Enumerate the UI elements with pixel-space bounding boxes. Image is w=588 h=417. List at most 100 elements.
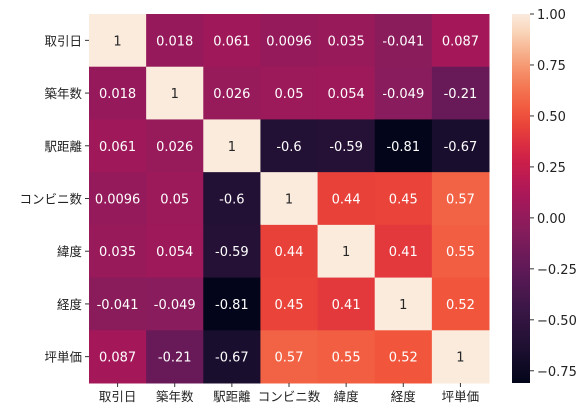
cell-value-label: 0.44	[275, 245, 304, 260]
cell-value-label: -0.59	[215, 245, 249, 260]
heatmap-cell	[260, 119, 319, 173]
heatmap-cell	[260, 224, 319, 279]
heatmap-cell	[203, 330, 261, 384]
heatmap-cell	[89, 66, 147, 120]
heatmap-cell	[146, 224, 204, 279]
colorbar-tick-label: −0.25	[537, 263, 577, 278]
cell-value-label: 1	[228, 140, 236, 155]
cell-value-label: 0.57	[275, 351, 304, 366]
heatmap-cell	[89, 277, 147, 331]
cell-value-label: -0.67	[215, 351, 249, 366]
cell-value-label: 0.45	[389, 193, 418, 208]
cell-value-label: 0.054	[328, 87, 365, 102]
heatmap-cell	[317, 66, 376, 120]
cell-value-label: 0.035	[328, 34, 365, 49]
heatmap-cell	[431, 277, 490, 331]
cell-value-label: 0.0096	[266, 34, 312, 49]
cell-value-label: 0.52	[446, 298, 475, 313]
cell-value-label: 1	[113, 34, 121, 49]
cell-value-label: 0.55	[332, 351, 361, 366]
cell-value-label: 1	[285, 193, 293, 208]
cell-value-label: -0.81	[215, 298, 249, 313]
cell-value-label: -0.59	[329, 140, 363, 155]
cell-value-label: 1	[342, 245, 350, 260]
cell-value-label: 0.061	[99, 140, 136, 155]
heatmap-cell	[317, 330, 376, 384]
colorbar-gradient	[512, 14, 530, 383]
heatmap-cell	[203, 172, 261, 226]
heatmap-cell	[317, 172, 376, 226]
heatmap-cell	[374, 277, 433, 331]
cell-value-label: 0.41	[389, 245, 418, 260]
y-tick-label: 経度	[57, 297, 83, 312]
heatmap-cell	[260, 172, 319, 226]
cell-value-label: 1	[456, 351, 464, 366]
cell-value-label: 0.087	[99, 351, 136, 366]
y-tick-label: コンビニ数	[19, 192, 82, 207]
x-axis-tick-labels: 取引日 築年数 駅距離 コンビニ数 緯度 経度 坪単価	[99, 383, 479, 404]
heatmap-cell	[89, 14, 147, 68]
heatmap-cell	[146, 66, 204, 120]
heatmap-cell	[374, 66, 433, 120]
heatmap-grid: 1 0.018 0.061 0.0096 0.035 -0.041 0.087 0.018 1 0…	[89, 14, 490, 384]
cell-value-label: -0.6	[276, 140, 301, 155]
cell-value-label: 0.026	[213, 87, 250, 102]
colorbar-tick-label: −0.75	[537, 365, 577, 380]
heatmap-cell	[146, 277, 204, 331]
cell-value-label: 0.05	[160, 193, 189, 208]
y-tick-label: 築年数	[44, 86, 82, 101]
heatmap-cell	[374, 172, 433, 226]
heatmap-cell	[146, 119, 204, 173]
heatmap-cell	[317, 119, 376, 173]
heatmap-cell	[260, 330, 319, 384]
heatmap-cell	[374, 119, 433, 173]
colorbar-tick-label: 0.00	[537, 212, 566, 227]
cell-value-label: 0.026	[156, 140, 193, 155]
heatmap-cell	[431, 14, 490, 68]
heatmap-cell	[89, 119, 147, 173]
heatmap-cell	[431, 66, 490, 120]
x-tick-label: コンビニ数	[258, 389, 321, 404]
cell-value-label: 0.52	[389, 351, 418, 366]
cell-value-label: 0.035	[99, 245, 136, 260]
heatmap-cell	[431, 224, 490, 279]
heatmap-cell	[317, 277, 376, 331]
cell-value-label: -0.049	[154, 298, 196, 313]
cell-value-label: 0.087	[442, 34, 479, 49]
heatmap-cell	[203, 119, 261, 173]
colorbar-tick-label: 0.75	[537, 59, 566, 74]
cell-value-label: -0.67	[444, 140, 478, 155]
heatmap-cell	[431, 119, 490, 173]
heatmap-cell	[374, 330, 433, 384]
colorbar: −0.75 −0.50 −0.25 0.00 0.25 0.50 0.75 1.00	[512, 8, 577, 383]
heatmap-cell	[374, 14, 433, 68]
x-tick-label: 坪単価	[442, 389, 480, 404]
cell-value-label: 0.018	[99, 87, 136, 102]
heatmap-cell	[146, 330, 204, 384]
x-tick-label: 取引日	[99, 389, 137, 404]
heatmap-cell	[203, 14, 261, 68]
heatmap-cell	[317, 224, 376, 279]
cell-value-label: -0.049	[382, 87, 424, 102]
heatmap-cell	[317, 14, 376, 68]
cell-value-label: -0.21	[444, 87, 478, 102]
heatmap-cell	[260, 14, 319, 68]
heatmap-cell	[431, 172, 490, 226]
cell-value-label: -0.21	[158, 351, 192, 366]
heatmap-cell	[89, 172, 147, 226]
cell-value-label: 1	[399, 298, 407, 313]
y-tick-label: 取引日	[44, 33, 82, 48]
cell-value-label: 0.018	[156, 34, 193, 49]
cell-value-label: 0.061	[213, 34, 250, 49]
heatmap-cell	[203, 224, 261, 279]
x-tick-label: 経度	[391, 389, 417, 404]
cell-value-label: 0.55	[446, 245, 475, 260]
x-tick-label: 緯度	[334, 389, 360, 404]
cell-value-label: 0.054	[156, 245, 193, 260]
heatmap-cell	[374, 224, 433, 279]
colorbar-tick-label: 0.25	[537, 161, 566, 176]
y-tick-label: 坪単価	[44, 350, 82, 365]
x-tick-label: 駅距離	[213, 389, 251, 404]
